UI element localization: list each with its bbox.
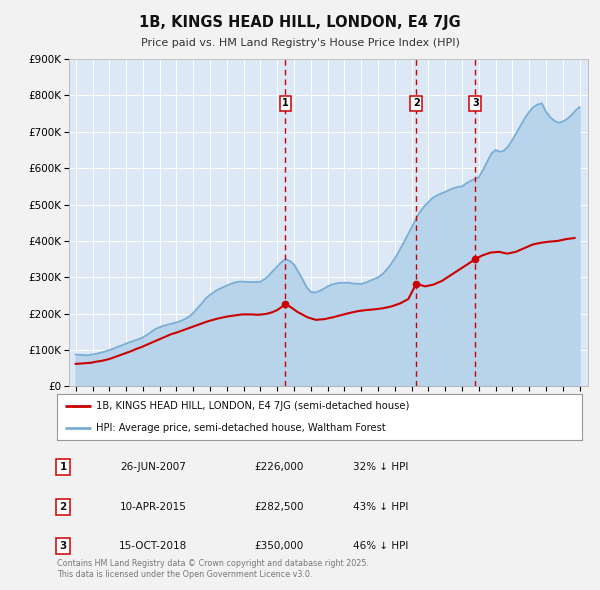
- Text: HPI: Average price, semi-detached house, Waltham Forest: HPI: Average price, semi-detached house,…: [97, 423, 386, 433]
- Text: Price paid vs. HM Land Registry's House Price Index (HPI): Price paid vs. HM Land Registry's House …: [140, 38, 460, 48]
- Text: 3: 3: [59, 541, 67, 551]
- Text: 1: 1: [282, 98, 289, 108]
- Text: 26-JUN-2007: 26-JUN-2007: [120, 462, 186, 472]
- Text: Contains HM Land Registry data © Crown copyright and database right 2025.
This d: Contains HM Land Registry data © Crown c…: [57, 559, 369, 579]
- Text: 3: 3: [472, 98, 479, 108]
- Text: 10-APR-2015: 10-APR-2015: [119, 502, 187, 512]
- Text: 1B, KINGS HEAD HILL, LONDON, E4 7JG (semi-detached house): 1B, KINGS HEAD HILL, LONDON, E4 7JG (sem…: [97, 401, 410, 411]
- Text: £282,500: £282,500: [254, 502, 304, 512]
- Text: 46% ↓ HPI: 46% ↓ HPI: [353, 541, 409, 551]
- Text: 1B, KINGS HEAD HILL, LONDON, E4 7JG: 1B, KINGS HEAD HILL, LONDON, E4 7JG: [139, 15, 461, 30]
- Text: 1: 1: [59, 462, 67, 472]
- Text: 15-OCT-2018: 15-OCT-2018: [119, 541, 187, 551]
- Text: 2: 2: [59, 502, 67, 512]
- Text: 43% ↓ HPI: 43% ↓ HPI: [353, 502, 409, 512]
- Text: 32% ↓ HPI: 32% ↓ HPI: [353, 462, 409, 472]
- Text: £226,000: £226,000: [254, 462, 304, 472]
- Text: £350,000: £350,000: [254, 541, 304, 551]
- Text: 2: 2: [413, 98, 419, 108]
